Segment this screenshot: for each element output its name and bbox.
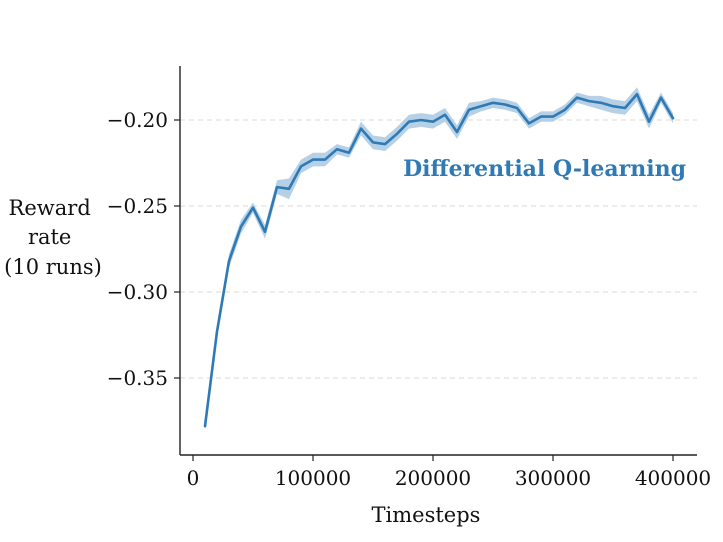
x-tick-label: 300000	[515, 466, 591, 490]
series-line	[203, 92, 675, 428]
x-tick-label: 200000	[395, 466, 471, 490]
x-tick-label: 400000	[635, 466, 711, 490]
y-tick-label: −0.35	[107, 366, 168, 390]
x-tick-label: 0	[187, 466, 200, 490]
x-axis-title: Timesteps	[372, 503, 481, 527]
x-tick-label: 100000	[275, 466, 351, 490]
series-lines	[203, 92, 675, 428]
series-label: Differential Q-learning	[403, 156, 686, 182]
y-tick-label: −0.20	[107, 108, 168, 132]
y-axis-title-line-3: (10 runs)	[4, 255, 102, 279]
tick-marks-and-labels: −0.35 −0.30 −0.25 −0.20 0 100000 200000 300000 4…	[107, 108, 711, 490]
series-band	[205, 87, 673, 430]
y-axis-title: Reward rate (10 runs)	[4, 196, 102, 279]
axes	[179, 66, 697, 456]
y-tick-label: −0.30	[107, 280, 168, 304]
confidence-bands	[205, 87, 673, 430]
y-axis-title-line-2: rate	[28, 225, 71, 249]
y-tick-label: −0.25	[107, 194, 168, 218]
y-axis-title-line-1: Reward	[9, 196, 91, 220]
